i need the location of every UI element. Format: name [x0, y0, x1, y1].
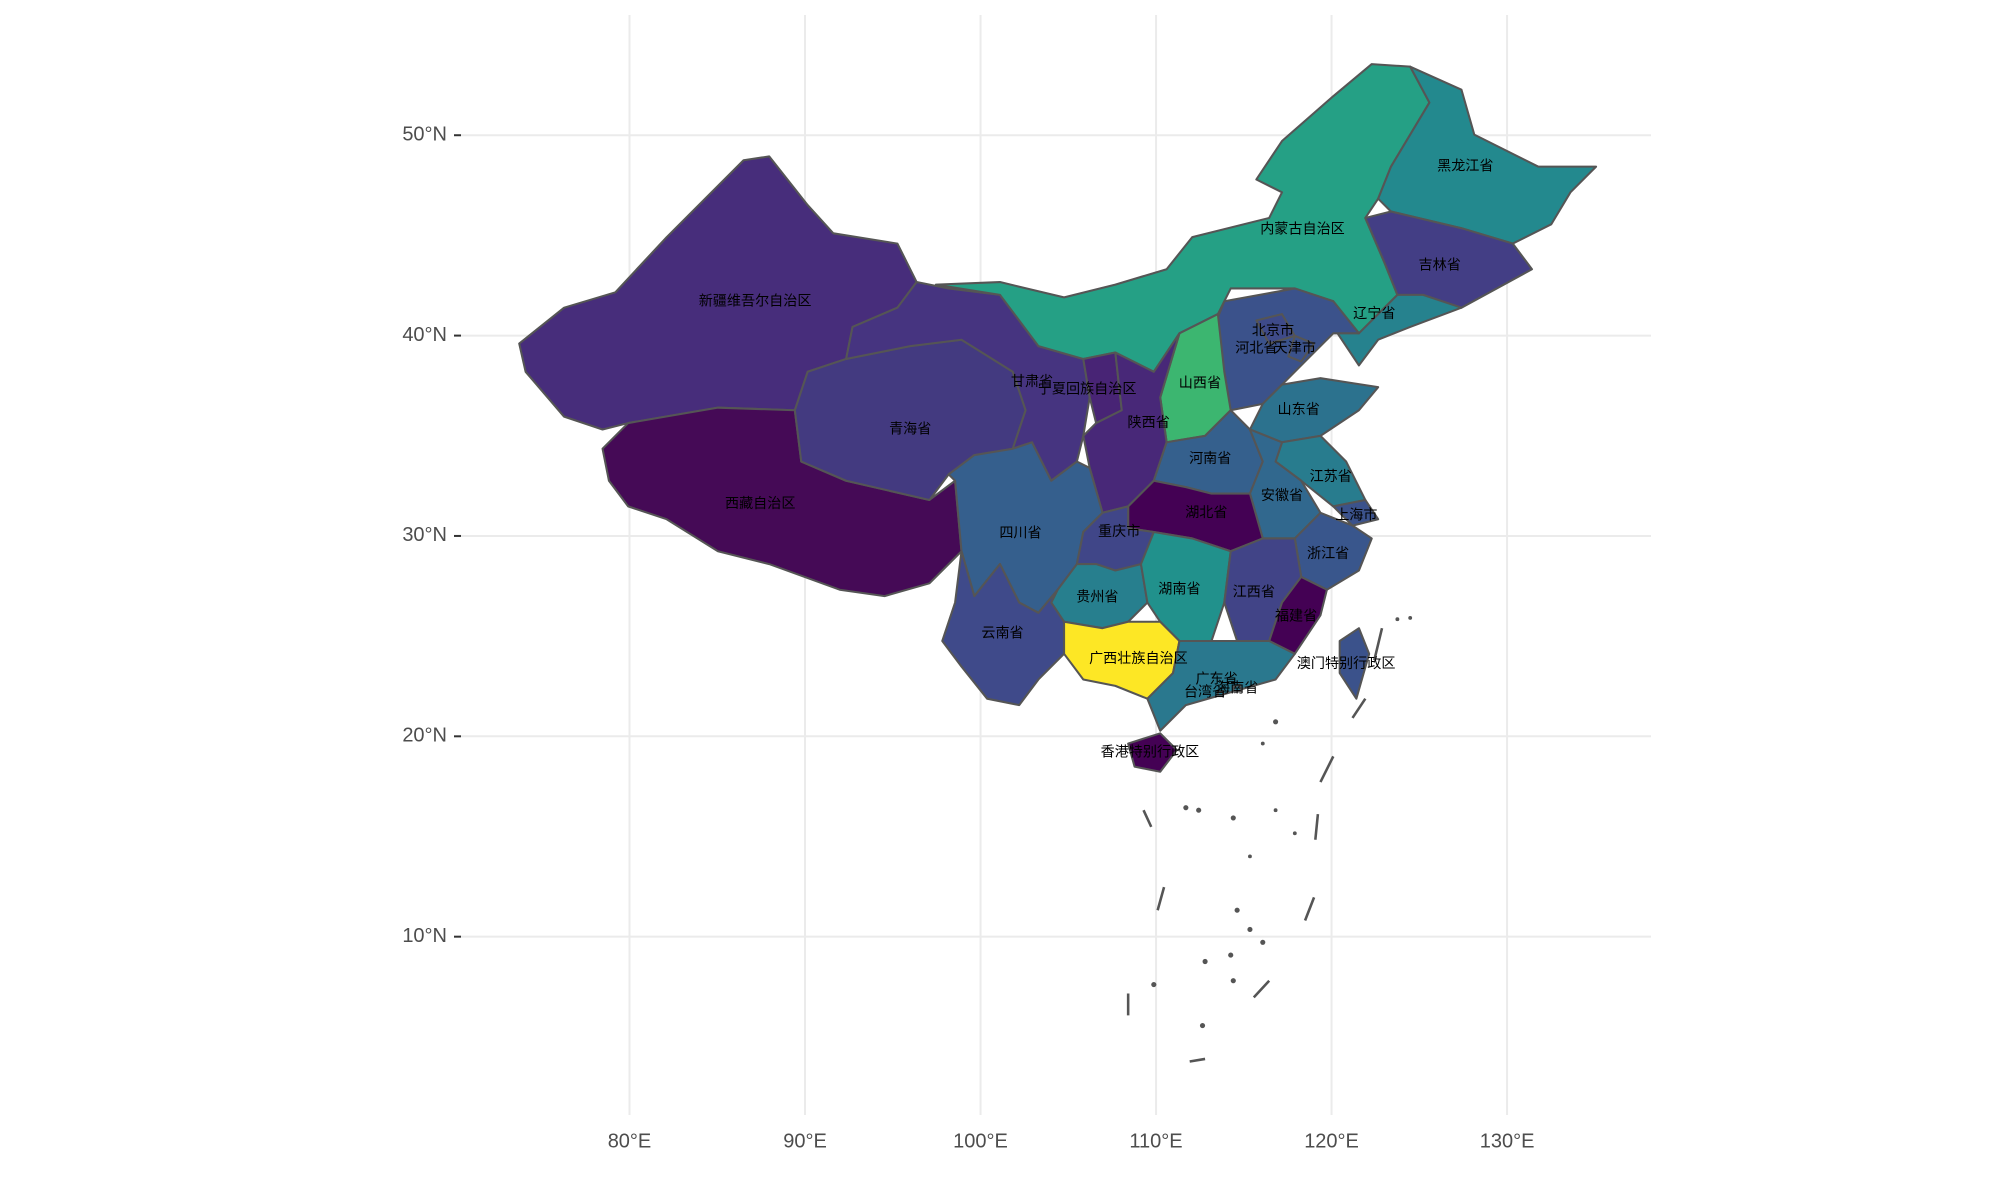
region-label: 吉林省 — [1419, 257, 1461, 273]
region-label: 湖南省 — [1158, 582, 1200, 598]
region-label: 海南省 — [1216, 680, 1258, 696]
region — [601, 406, 963, 598]
region-label: 云南省 — [981, 625, 1023, 641]
region-label: 辽宁省 — [1353, 305, 1395, 322]
region — [1139, 531, 1232, 643]
region — [1377, 65, 1598, 245]
region — [1338, 627, 1371, 700]
region-label: 天津市 — [1274, 340, 1316, 357]
region-label: 香港特别行政区 — [1101, 745, 1200, 761]
sea-boundary — [1126, 627, 1384, 1063]
region — [1364, 210, 1534, 309]
region-label: 江苏省 — [1310, 469, 1352, 485]
region-label: 内蒙古自治区 — [1260, 221, 1345, 237]
y-tick-label: 20°N — [402, 725, 447, 747]
region-label: 湖北省 — [1185, 505, 1227, 521]
region-label: 重庆市 — [1098, 523, 1140, 540]
x-tick-label: 90°E — [783, 1130, 827, 1152]
x-tick-label: 110°E — [1129, 1130, 1182, 1152]
x-tick-label: 100°E — [953, 1130, 1008, 1152]
region-label: 福建省 — [1275, 609, 1317, 625]
regions — [518, 63, 1598, 773]
region-label: 山西省 — [1179, 375, 1221, 391]
region-label: 新疆维吾尔自治区 — [699, 293, 812, 309]
region-label: 甘肃省 — [1011, 374, 1053, 390]
region-label: 贵州省 — [1076, 589, 1118, 605]
region-label: 四川省 — [999, 525, 1041, 541]
region-label: 河北省 — [1235, 341, 1277, 357]
y-tick-label: 50°N — [402, 123, 447, 145]
region — [1332, 498, 1380, 527]
x-tick-label: 130°E — [1480, 1130, 1535, 1152]
region — [1127, 732, 1178, 773]
region-label: 宁夏回族自治区 — [1038, 381, 1137, 398]
region-label: 台湾省 — [1184, 683, 1226, 700]
region-label: 澳门特别行政区 — [1297, 656, 1396, 672]
region-label: 上海市 — [1335, 506, 1377, 523]
region — [1216, 689, 1225, 698]
islands — [1151, 616, 1413, 1029]
region-label: 广东省 — [1195, 671, 1237, 687]
y-tick-label: 40°N — [402, 324, 447, 346]
region-label: 浙江省 — [1307, 546, 1349, 562]
dash-line — [1126, 627, 1384, 1063]
region-label: 河南省 — [1189, 451, 1231, 467]
region-label: 江西省 — [1233, 584, 1275, 600]
region-label: 山东省 — [1278, 402, 1320, 418]
region-label: 安徽省 — [1261, 488, 1303, 504]
region-label: 青海省 — [889, 421, 931, 437]
region-label: 黑龙江省 — [1437, 159, 1493, 175]
x-tick-label: 80°E — [608, 1130, 652, 1152]
y-tick-label: 10°N — [402, 925, 447, 947]
region — [1287, 334, 1316, 363]
region — [1146, 639, 1296, 732]
x-tick-label: 120°E — [1304, 1130, 1359, 1152]
region-label: 北京市 — [1252, 322, 1294, 339]
region — [1232, 683, 1243, 694]
y-tick-label: 30°N — [402, 524, 447, 546]
region-label: 西藏自治区 — [725, 496, 795, 512]
region-label: 陕西省 — [1128, 415, 1170, 431]
region-label: 广西壮族自治区 — [1089, 651, 1188, 667]
